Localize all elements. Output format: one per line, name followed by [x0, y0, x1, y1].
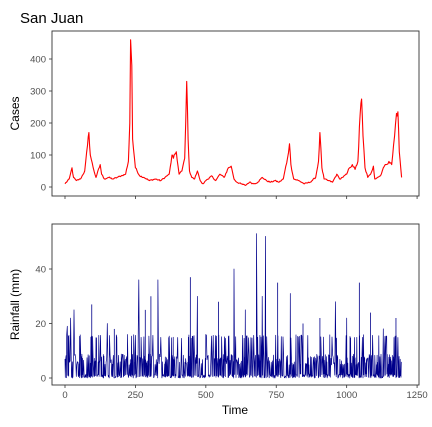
rainfall-y-tick-label: 20: [35, 319, 46, 330]
rainfall-series: [64, 233, 402, 379]
cases-panel: Cases 0 100 200 300 400: [8, 30, 420, 199]
rainfall-x-tick-label: 750: [268, 390, 284, 401]
rainfall-x-tick-label: 1000: [336, 390, 357, 401]
cases-y-tick-label: 300: [30, 87, 46, 98]
cases-axis-title: Cases: [8, 96, 22, 130]
rainfall-x-tick-label: 250: [127, 390, 143, 401]
cases-panel-border: [51, 30, 420, 197]
cases-y-ticks: 0 100 200 300 400: [30, 55, 52, 194]
cases-line: [64, 39, 403, 186]
cases-y-tick-label: 100: [30, 151, 46, 162]
rainfall-x-tick-label: 1250: [407, 390, 428, 401]
time-axis-title: Time: [222, 403, 249, 417]
cases-y-tick-label: 200: [30, 119, 46, 130]
rainfall-x-tick-label: 500: [198, 390, 214, 401]
rainfall-y-tick-label: 0: [41, 374, 46, 385]
rainfall-y-tick-label: 40: [35, 265, 46, 276]
cases-series: [64, 39, 403, 186]
cases-x-ticks: [64, 196, 418, 199]
rainfall-y-ticks: 0 20 40: [35, 265, 52, 385]
rainfall-panel: Rainfall (mm) Time 0 20 40 0 250 500 750 1000 1…: [8, 223, 428, 417]
rainfall-x-tick-label: 0: [62, 390, 67, 401]
rainfall-line: [64, 233, 402, 379]
cases-y-tick-label: 0: [41, 183, 46, 194]
rainfall-axis-title: Rainfall (mm): [8, 269, 22, 340]
rainfall-x-ticks: 0 250 500 750 1000 1250: [62, 385, 428, 401]
rainfall-panel-border: [51, 223, 420, 386]
chart-title: San Juan: [20, 10, 83, 27]
cases-y-tick-label: 400: [30, 55, 46, 66]
